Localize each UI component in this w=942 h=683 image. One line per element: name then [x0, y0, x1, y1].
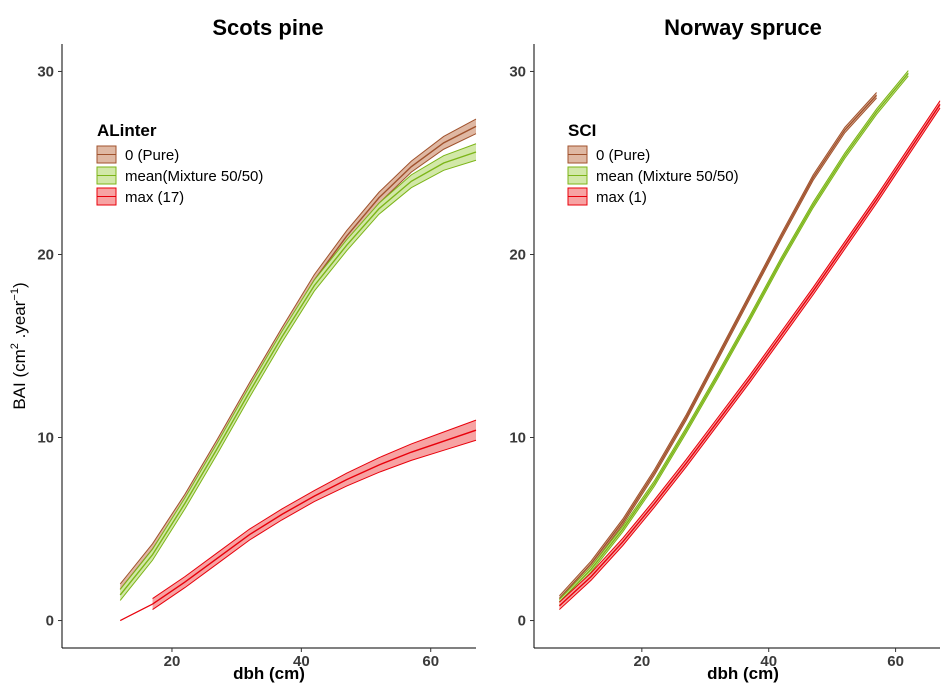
series-extension-line-2 — [119, 603, 153, 622]
legend-label-1: mean(Mixture 50/50) — [125, 168, 263, 185]
x-tick-label: 40 — [293, 653, 310, 670]
y-tick-label: 10 — [37, 430, 54, 447]
x-axis-title: dbh (cm) — [233, 664, 305, 683]
series-line-1 — [119, 151, 477, 596]
band-upper-line-1 — [559, 70, 909, 600]
series-line-1 — [558, 72, 909, 603]
band-upper-line-2 — [559, 100, 941, 603]
band-upper-line-1 — [119, 143, 477, 590]
legend-scots-pine: ALinter 0 (Pure) mean(Mixture 50/50) max (… — [96, 121, 263, 206]
band-upper-line-2 — [152, 419, 477, 599]
legend-title: ALinter — [97, 121, 157, 140]
legend-items: 0 (Pure) mean (Mixture 50/50) max (1) — [567, 145, 739, 206]
legend-label-0: 0 (Pure) — [596, 147, 650, 164]
confidence-band-2 — [152, 420, 476, 610]
confidence-band-1 — [120, 143, 476, 601]
plot-area-norway-spruce — [558, 70, 941, 610]
x-tick-label: 20 — [164, 653, 181, 670]
band-lower-line-0 — [559, 97, 877, 602]
axis-ticks-norway-spruce: 20 40 60 0 10 20 30 — [509, 63, 904, 670]
y-tick-label: 30 — [37, 63, 54, 80]
y-axis-title-suffix: ) — [10, 282, 29, 288]
y-axis-title-sup-1: 2 — [9, 343, 21, 349]
y-axis-title-sup-2: −1 — [9, 288, 21, 301]
axis-ticks-scots-pine: 20 40 60 0 10 20 30 — [37, 63, 439, 670]
y-tick-label: 0 — [46, 613, 54, 630]
panel-scots-pine: Scots pine 20 40 60 0 10 20 30 dbh (cm) BAI (c… — [9, 15, 477, 683]
x-tick-label: 60 — [887, 653, 904, 670]
x-axis-title: dbh (cm) — [707, 664, 779, 683]
y-tick-label: 20 — [509, 246, 526, 263]
panel-title-norway-spruce: Norway spruce — [664, 15, 822, 40]
band-lower-line-1 — [119, 159, 477, 601]
panel-norway-spruce: Norway spruce 20 40 60 0 10 20 30 dbh (cm) SCI… — [509, 15, 941, 683]
y-axis-title: BAI (cm2 .year−1) — [9, 282, 29, 409]
y-tick-label: 10 — [509, 430, 526, 447]
legend-title: SCI — [568, 121, 596, 140]
legend-label-1: mean (Mixture 50/50) — [596, 168, 739, 185]
band-upper-line-0 — [119, 118, 477, 585]
x-tick-label: 40 — [760, 653, 777, 670]
series-line-0 — [558, 94, 878, 600]
plot-area-scots-pine — [119, 118, 477, 622]
series-line-2 — [558, 104, 941, 607]
y-axis-title-prefix: BAI (cm — [10, 349, 29, 409]
band-lower-line-1 — [559, 75, 909, 606]
legend-label-2: max (17) — [125, 189, 184, 206]
y-tick-label: 20 — [37, 246, 54, 263]
y-tick-label: 0 — [518, 613, 526, 630]
legend-label-0: 0 (Pure) — [125, 147, 179, 164]
legend-norway-spruce: SCI 0 (Pure) mean (Mixture 50/50) max (1) — [567, 121, 739, 206]
band-upper-line-0 — [559, 92, 877, 597]
x-tick-label: 20 — [634, 653, 651, 670]
legend-items: 0 (Pure) mean(Mixture 50/50) max (17) — [96, 145, 263, 206]
y-axis-title-mid: .year — [10, 300, 29, 343]
legend-label-2: max (1) — [596, 189, 647, 206]
panel-title-scots-pine: Scots pine — [212, 15, 323, 40]
band-lower-line-2 — [559, 107, 941, 610]
x-tick-label: 60 — [422, 653, 439, 670]
y-tick-label: 30 — [509, 63, 526, 80]
band-lower-line-2 — [152, 439, 477, 610]
series-line-2 — [152, 429, 477, 605]
